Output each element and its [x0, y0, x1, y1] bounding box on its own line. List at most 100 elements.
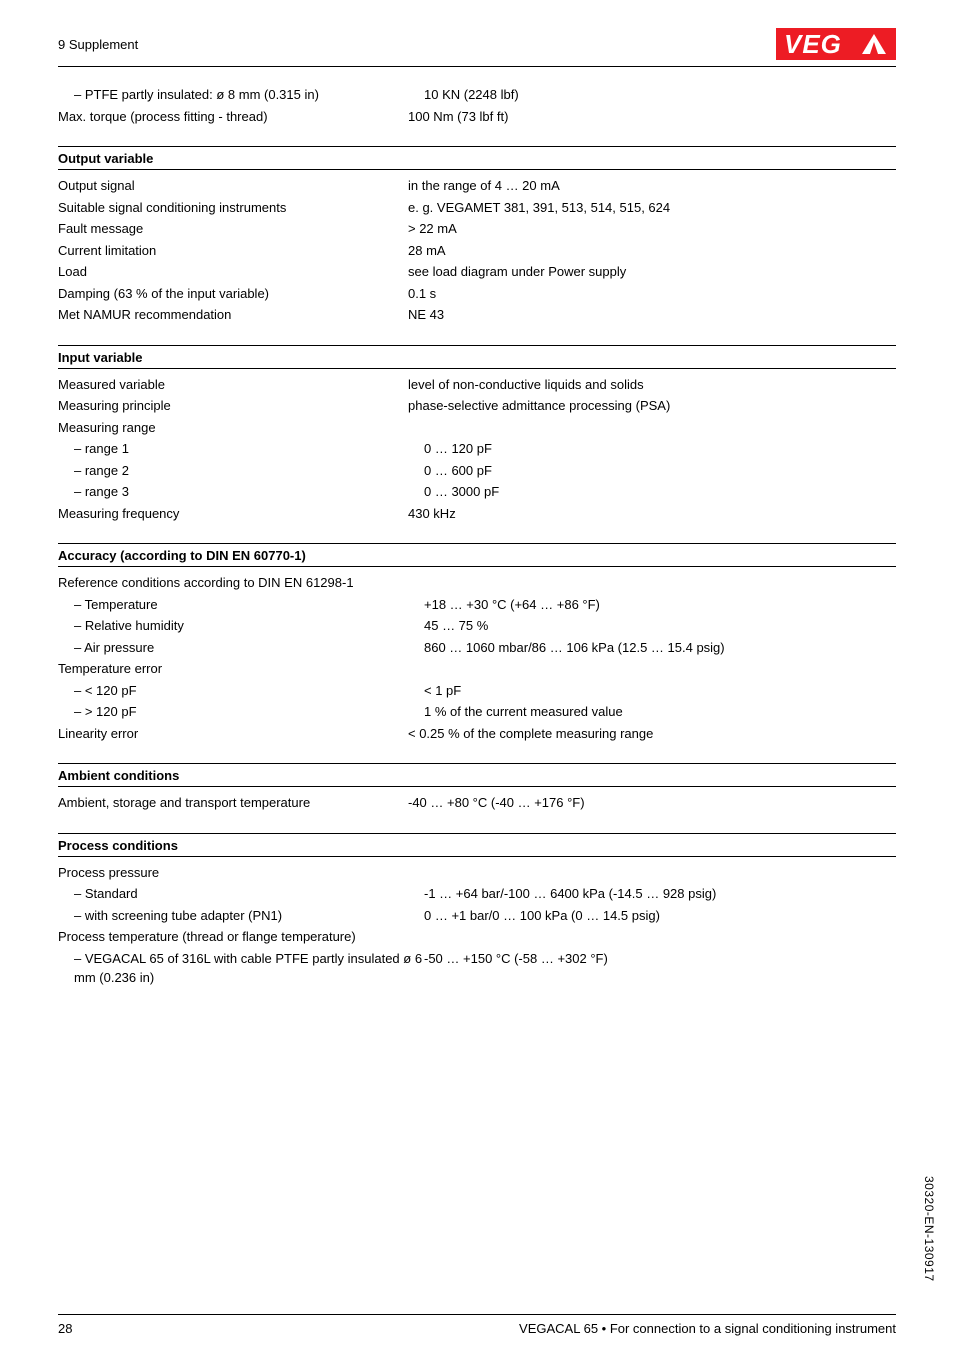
- spec-value: > 22 mA: [408, 219, 896, 239]
- spec-label: Max. torque (process fitting - thread): [58, 107, 408, 127]
- spec-value: 0.1 s: [408, 284, 896, 304]
- spec-value: [408, 573, 896, 593]
- spec-value: 45 … 75 %: [424, 616, 896, 636]
- sections-container: Output variable Output signalin the range…: [58, 146, 896, 988]
- footer-product: VEGACAL 65 • For connection to a signal …: [519, 1321, 896, 1336]
- spec-row: Met NAMUR recommendationNE 43: [58, 305, 896, 325]
- spec-label: with screening tube adapter (PN1): [58, 906, 424, 926]
- spec-row: Measuring range: [58, 418, 896, 438]
- spec-label: Measured variable: [58, 375, 408, 395]
- spec-row: Standard-1 … +64 bar/-100 … 6400 kPa (-1…: [58, 884, 896, 904]
- spec-label: Fault message: [58, 219, 408, 239]
- spec-row: Process pressure: [58, 863, 896, 883]
- section-title: Accuracy (according to DIN EN 60770-1): [58, 543, 896, 567]
- spec-row: PTFE partly insulated: ø 8 mm (0.315 in)…: [58, 85, 896, 105]
- pre-block: PTFE partly insulated: ø 8 mm (0.315 in)…: [58, 85, 896, 126]
- spec-label: range 1: [58, 439, 424, 459]
- spec-row: Max. torque (process fitting - thread)10…: [58, 107, 896, 127]
- spec-label: Linearity error: [58, 724, 408, 744]
- spec-row: Measuring principlephase-selective admit…: [58, 396, 896, 416]
- spec-value: -50 … +150 °C (-58 … +302 °F): [424, 949, 896, 988]
- spec-label: range 3: [58, 482, 424, 502]
- section-title: Input variable: [58, 345, 896, 369]
- spec-label: Measuring principle: [58, 396, 408, 416]
- spec-value: -1 … +64 bar/-100 … 6400 kPa (-14.5 … 92…: [424, 884, 896, 904]
- spec-value: 0 … 600 pF: [424, 461, 896, 481]
- spec-value: level of non-conductive liquids and soli…: [408, 375, 896, 395]
- spec-row: range 20 … 600 pF: [58, 461, 896, 481]
- spec-label: Damping (63 % of the input variable): [58, 284, 408, 304]
- section-title: Ambient conditions: [58, 763, 896, 787]
- spec-label: Met NAMUR recommendation: [58, 305, 408, 325]
- spec-value: [408, 863, 896, 883]
- spec-row: Suitable signal conditioning instruments…: [58, 198, 896, 218]
- spec-row: Linearity error< 0.25 % of the complete …: [58, 724, 896, 744]
- spec-row: > 120 pF1 % of the current measured valu…: [58, 702, 896, 722]
- spec-row: range 10 … 120 pF: [58, 439, 896, 459]
- spec-value: [408, 659, 896, 679]
- spec-value: -40 … +80 °C (-40 … +176 °F): [408, 793, 896, 813]
- spec-label: PTFE partly insulated: ø 8 mm (0.315 in): [58, 85, 424, 105]
- spec-value: 100 Nm (73 lbf ft): [408, 107, 896, 127]
- spec-value: 430 kHz: [408, 504, 896, 524]
- footer-page-number: 28: [58, 1321, 72, 1336]
- spec-row: Air pressure860 … 1060 mbar/86 … 106 kPa…: [58, 638, 896, 658]
- spec-value: < 0.25 % of the complete measuring range: [408, 724, 896, 744]
- spec-label: Process temperature (thread or flange te…: [58, 927, 408, 947]
- spec-label: Temperature error: [58, 659, 408, 679]
- spec-value: < 1 pF: [424, 681, 896, 701]
- spec-row: VEGACAL 65 of 316L with cable PTFE partl…: [58, 949, 896, 988]
- header-section: 9 Supplement: [58, 37, 138, 52]
- page-header: 9 Supplement VEG: [58, 28, 896, 67]
- spec-value: 0 … 3000 pF: [424, 482, 896, 502]
- spec-value: e. g. VEGAMET 381, 391, 513, 514, 515, 6…: [408, 198, 896, 218]
- spec-label: Process pressure: [58, 863, 408, 883]
- spec-row: with screening tube adapter (PN1)0 … +1 …: [58, 906, 896, 926]
- spec-value: 10 KN (2248 lbf): [424, 85, 896, 105]
- spec-row: range 30 … 3000 pF: [58, 482, 896, 502]
- spec-label: Measuring frequency: [58, 504, 408, 524]
- spec-value: phase-selective admittance processing (P…: [408, 396, 896, 416]
- section-title: Process conditions: [58, 833, 896, 857]
- spec-value: in the range of 4 … 20 mA: [408, 176, 896, 196]
- spec-label: Load: [58, 262, 408, 282]
- spec-row: Damping (63 % of the input variable)0.1 …: [58, 284, 896, 304]
- spec-row: Measured variablelevel of non-conductive…: [58, 375, 896, 395]
- spec-value: +18 … +30 °C (+64 … +86 °F): [424, 595, 896, 615]
- spec-label: Standard: [58, 884, 424, 904]
- spec-value: NE 43: [408, 305, 896, 325]
- page: 9 Supplement VEG PTFE partly insulated: …: [0, 0, 954, 1354]
- spec-value: 0 … 120 pF: [424, 439, 896, 459]
- spec-value: see load diagram under Power supply: [408, 262, 896, 282]
- spec-value: 28 mA: [408, 241, 896, 261]
- spec-label: Ambient, storage and transport temperatu…: [58, 793, 408, 813]
- spec-label: Measuring range: [58, 418, 408, 438]
- spec-row: Reference conditions according to DIN EN…: [58, 573, 896, 593]
- vega-logo: VEG: [776, 28, 896, 60]
- spec-value: 1 % of the current measured value: [424, 702, 896, 722]
- spec-label: range 2: [58, 461, 424, 481]
- spec-value: [408, 927, 896, 947]
- section-title: Output variable: [58, 146, 896, 170]
- spec-label: Relative humidity: [58, 616, 424, 636]
- spec-row: < 120 pF< 1 pF: [58, 681, 896, 701]
- page-footer: 28 VEGACAL 65 • For connection to a sign…: [58, 1314, 896, 1336]
- spec-label: Suitable signal conditioning instruments: [58, 198, 408, 218]
- spec-row: Measuring frequency430 kHz: [58, 504, 896, 524]
- spec-value: [408, 418, 896, 438]
- spec-row: Current limitation28 mA: [58, 241, 896, 261]
- spec-row: Process temperature (thread or flange te…: [58, 927, 896, 947]
- spec-row: Loadsee load diagram under Power supply: [58, 262, 896, 282]
- spec-label: < 120 pF: [58, 681, 424, 701]
- spec-label: Reference conditions according to DIN EN…: [58, 573, 408, 593]
- spec-row: Temperature error: [58, 659, 896, 679]
- spec-row: Ambient, storage and transport temperatu…: [58, 793, 896, 813]
- spec-label: Current limitation: [58, 241, 408, 261]
- spec-row: Temperature+18 … +30 °C (+64 … +86 °F): [58, 595, 896, 615]
- svg-text:VEG: VEG: [784, 29, 842, 59]
- spec-label: VEGACAL 65 of 316L with cable PTFE partl…: [58, 949, 424, 988]
- spec-value: 0 … +1 bar/0 … 100 kPa (0 … 14.5 psig): [424, 906, 896, 926]
- side-code: 30320-EN-130917: [922, 1176, 936, 1282]
- spec-row: Output signalin the range of 4 … 20 mA: [58, 176, 896, 196]
- spec-label: > 120 pF: [58, 702, 424, 722]
